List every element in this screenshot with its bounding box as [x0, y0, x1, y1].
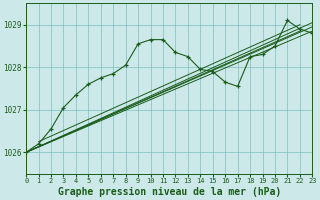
X-axis label: Graphe pression niveau de la mer (hPa): Graphe pression niveau de la mer (hPa) — [58, 186, 281, 197]
